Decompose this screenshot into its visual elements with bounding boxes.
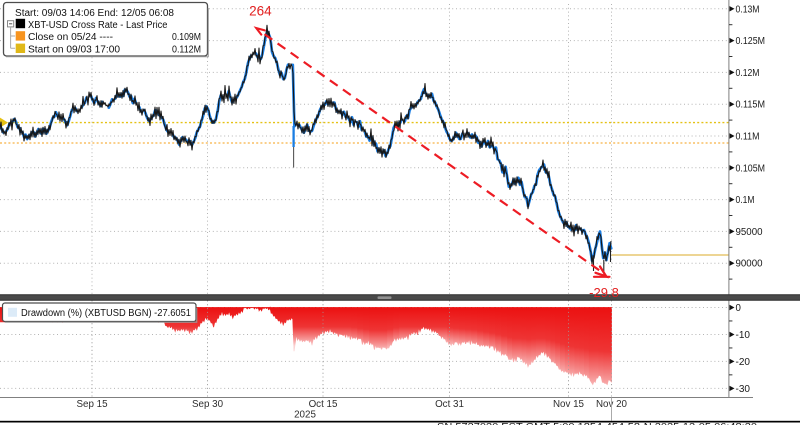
svg-text:Close on 05/24 ----: Close on 05/24 ---- <box>28 32 113 43</box>
svg-text:Nov 15: Nov 15 <box>553 399 585 410</box>
svg-text:0: 0 <box>736 303 742 314</box>
svg-text:95000: 95000 <box>736 227 763 238</box>
svg-text:-20: -20 <box>736 357 751 368</box>
svg-text:0.109M: 0.109M <box>172 32 201 43</box>
svg-text:SN 5737030 EST GMT-5:00 18: SN 5737030 EST GMT-5:00 1854-454-58-N 20… <box>437 422 757 425</box>
svg-text:0.125M: 0.125M <box>736 36 766 47</box>
svg-text:Oct 31: Oct 31 <box>435 399 464 410</box>
svg-text:2025: 2025 <box>294 410 316 421</box>
svg-text:0.105M: 0.105M <box>736 163 766 174</box>
svg-text:0.11M: 0.11M <box>736 132 760 143</box>
svg-text:Oct 15: Oct 15 <box>309 399 338 410</box>
svg-text:-29.8: -29.8 <box>589 285 619 300</box>
svg-text:XBT-USD Cross Rate - Last Pric: XBT-USD Cross Rate - Last Price <box>28 20 168 31</box>
svg-text:Sep 30: Sep 30 <box>192 399 224 410</box>
svg-text:Drawdown (%) (XBTUSD BGN) -27: Drawdown (%) (XBTUSD BGN) -27.6051 <box>21 308 191 319</box>
svg-text:Sep 15: Sep 15 <box>76 399 108 410</box>
svg-text:Start: 09/03 14:06 End: 12/05: Start: 09/03 14:06 End: 12/05 06:08 <box>15 8 174 19</box>
svg-text:264: 264 <box>249 4 272 19</box>
svg-text:Start on 09/03 17:00: Start on 09/03 17:00 <box>28 45 120 56</box>
svg-text:-10: -10 <box>736 330 751 341</box>
svg-text:0.13M: 0.13M <box>736 4 760 15</box>
svg-text:0.112M: 0.112M <box>172 45 201 56</box>
svg-text:0.1M: 0.1M <box>736 195 755 206</box>
svg-text:0.115M: 0.115M <box>736 100 766 111</box>
svg-text:0.12M: 0.12M <box>736 68 760 79</box>
svg-text:90000: 90000 <box>736 259 763 270</box>
svg-text:-30: -30 <box>736 384 751 395</box>
